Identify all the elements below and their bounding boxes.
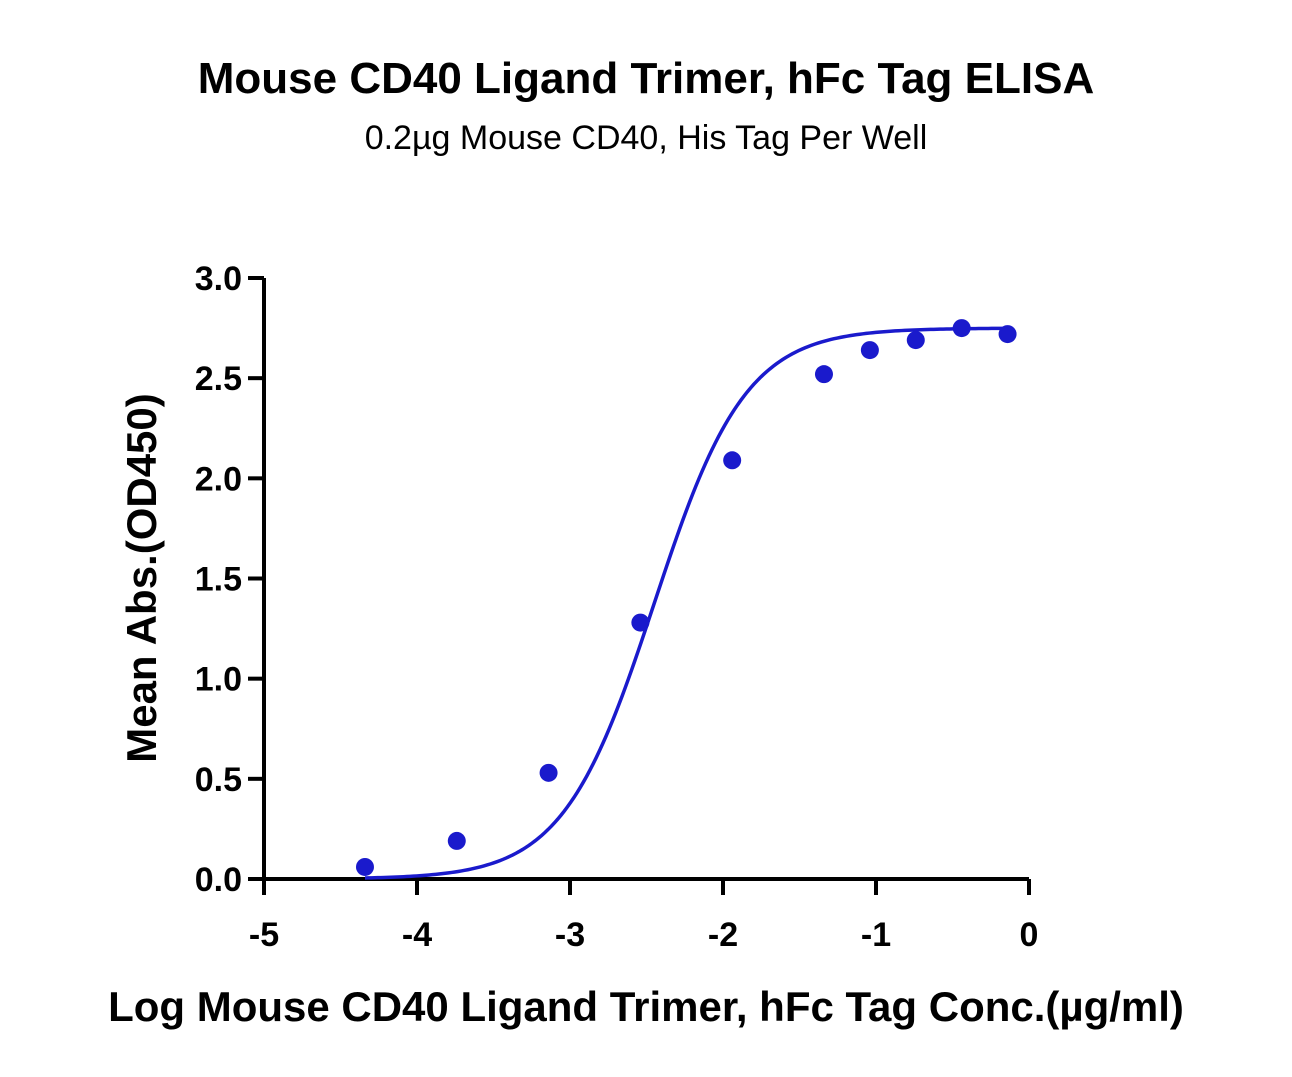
y-tick-label: 2.0	[195, 460, 242, 498]
fit-curve	[364, 326, 1008, 880]
data-point	[998, 325, 1017, 344]
data-point	[447, 831, 466, 850]
data-point	[814, 365, 833, 384]
data-point	[723, 451, 742, 470]
data-point	[860, 341, 879, 360]
chart-title: Mouse CD40 Ligand Trimer, hFc Tag ELISA	[198, 54, 1094, 103]
y-tick-label: 1.5	[195, 561, 242, 599]
x-axis-label: Log Mouse CD40 Ligand Trimer, hFc Tag Co…	[108, 983, 1184, 1030]
y-tick-label: 2.5	[195, 360, 242, 398]
y-tick-label: 0.0	[195, 861, 242, 899]
x-tick-label: -1	[861, 916, 891, 954]
data-point	[355, 857, 374, 876]
data-points	[355, 319, 1017, 876]
y-axis-label: Mean Abs.(OD450)	[118, 393, 165, 763]
y-tick-label: 0.5	[195, 761, 242, 799]
plot-area: 0.0 0.5 1.0 1.5 2.0 2.5 3.0 -5 -4 -3 -2 -1 0	[195, 260, 1039, 954]
data-point	[906, 331, 925, 350]
x-tick-label: -5	[249, 916, 279, 954]
x-tick-label: -4	[402, 916, 432, 954]
data-point	[539, 763, 558, 782]
data-point	[952, 319, 971, 338]
data-point	[631, 613, 650, 632]
x-tick-label: -3	[555, 916, 585, 954]
x-tick-label: 0	[1020, 916, 1039, 954]
x-tick-label: -2	[708, 916, 738, 954]
chart-subtitle: 0.2µg Mouse CD40, His Tag Per Well	[365, 119, 928, 157]
y-axis-ticks: 0.0 0.5 1.0 1.5 2.0 2.5 3.0	[195, 260, 264, 899]
y-tick-label: 1.0	[195, 661, 242, 699]
x-axis-ticks: -5 -4 -3 -2 -1 0	[249, 879, 1039, 954]
y-tick-label: 3.0	[195, 260, 242, 298]
